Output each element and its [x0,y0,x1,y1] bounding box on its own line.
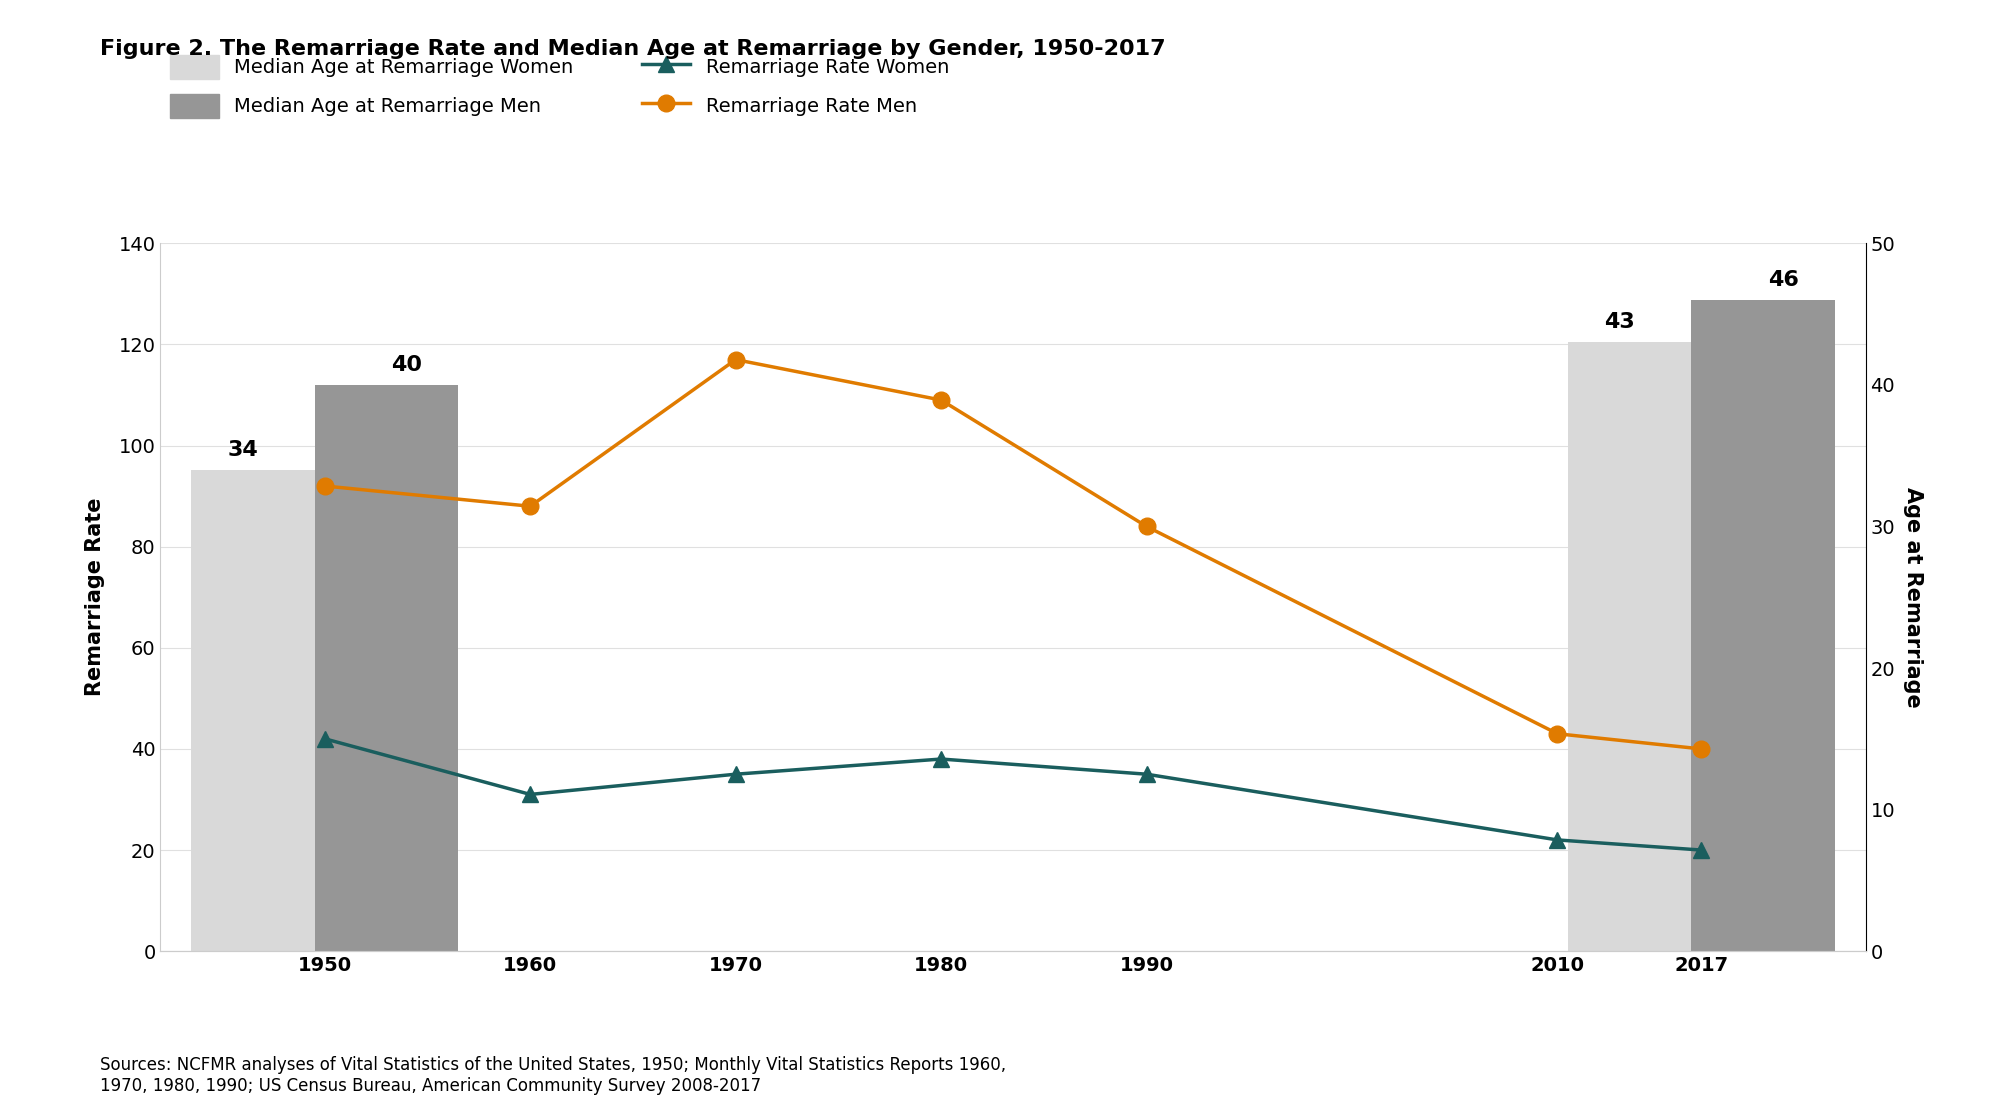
Text: 40: 40 [391,355,423,375]
Bar [315,385,457,951]
Bar [1690,300,1835,951]
Y-axis label: Age at Remarriage: Age at Remarriage [1903,487,1923,708]
Bar [1568,343,1710,951]
Text: 43: 43 [1602,312,1634,332]
Legend: Median Age at Remarriage Women, Median Age at Remarriage Men, Remarriage Rate Wo: Median Age at Remarriage Women, Median A… [170,55,948,118]
Text: 46: 46 [1766,270,1798,290]
Text: Figure 2. The Remarriage Rate and Median Age at Remarriage by Gender, 1950-2017: Figure 2. The Remarriage Rate and Median… [100,39,1165,59]
Bar [190,470,335,951]
Text: 34: 34 [227,440,259,460]
Y-axis label: Remarriage Rate: Remarriage Rate [84,498,104,697]
Text: Sources: NCFMR analyses of Vital Statistics of the United States, 1950; Monthly : Sources: NCFMR analyses of Vital Statist… [100,1056,1007,1095]
